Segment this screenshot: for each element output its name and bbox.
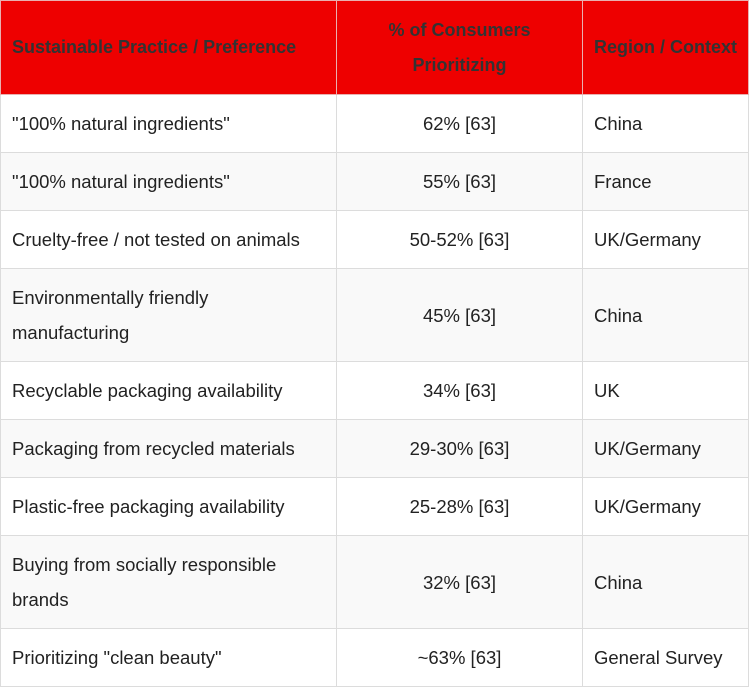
cell-region: China [582,268,749,362]
table-row: Prioritizing "clean beauty" ~63% [63] Ge… [0,628,749,687]
header-practice: Sustainable Practice / Preference [0,0,337,95]
cell-percent: 45% [63] [336,268,583,362]
table-row: "100% natural ingredients" 55% [63] Fran… [0,152,749,211]
table-header: Sustainable Practice / Preference % of C… [0,0,749,95]
header-percent: % of Consumers Prioritizing [336,0,583,95]
cell-region: General Survey [582,628,749,687]
cell-practice: Plastic-free packaging availability [0,477,337,536]
table-row: Buying from socially responsible brands … [0,535,749,629]
cell-practice: Prioritizing "clean beauty" [0,628,337,687]
cell-practice: "100% natural ingredients" [0,152,337,211]
cell-percent: 62% [63] [336,94,583,153]
cell-region: China [582,94,749,153]
cell-practice: Buying from socially responsible brands [0,535,337,629]
cell-practice: Recyclable packaging availability [0,361,337,420]
table-row: Recyclable packaging availability 34% [6… [0,361,749,420]
cell-percent: ~63% [63] [336,628,583,687]
cell-region: China [582,535,749,629]
cell-region: France [582,152,749,211]
cell-percent: 34% [63] [336,361,583,420]
cell-region: UK [582,361,749,420]
cell-percent: 29-30% [63] [336,419,583,478]
cell-practice: Cruelty-free / not tested on animals [0,210,337,269]
table-row: Environmentally friendly manufacturing 4… [0,268,749,362]
cell-percent: 55% [63] [336,152,583,211]
table-row: Plastic-free packaging availability 25-2… [0,477,749,536]
table-body: "100% natural ingredients" 62% [63] Chin… [0,94,749,687]
table-row: Cruelty-free / not tested on animals 50-… [0,210,749,269]
cell-practice: Environmentally friendly manufacturing [0,268,337,362]
cell-practice: "100% natural ingredients" [0,94,337,153]
cell-region: UK/Germany [582,477,749,536]
table-row: Packaging from recycled materials 29-30%… [0,419,749,478]
header-region: Region / Context [582,0,749,95]
cell-region: UK/Germany [582,210,749,269]
cell-percent: 50-52% [63] [336,210,583,269]
table-header-row: Sustainable Practice / Preference % of C… [0,0,749,95]
cell-region: UK/Germany [582,419,749,478]
cell-practice: Packaging from recycled materials [0,419,337,478]
table-row: "100% natural ingredients" 62% [63] Chin… [0,94,749,153]
cell-percent: 32% [63] [336,535,583,629]
cell-percent: 25-28% [63] [336,477,583,536]
